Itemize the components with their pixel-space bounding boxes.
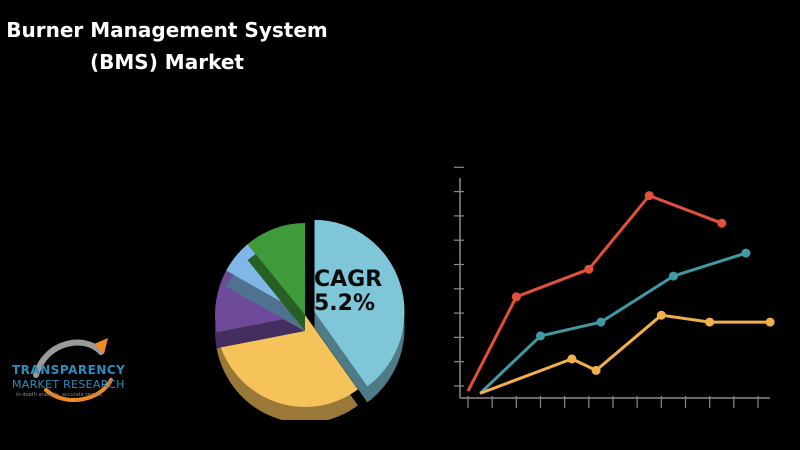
- cagr-label: CAGR: [314, 267, 383, 292]
- line-chart: [454, 166, 775, 408]
- company-logo: TRANSPARENCY MARKET RESEARCH in-depth an…: [6, 330, 146, 410]
- logo-name-line-2: MARKET RESEARCH: [12, 378, 125, 391]
- cagr-value: 5.2%: [314, 291, 376, 316]
- cagr-label-group: CAGR 5.2%: [314, 268, 382, 316]
- series-line-2: [479, 313, 771, 395]
- title-line-1: Burner Management System: [6, 18, 328, 42]
- series-2-point: [567, 354, 577, 364]
- series-1-point: [741, 248, 751, 258]
- page-title: Burner Management System (BMS) Market: [0, 14, 334, 78]
- series-2-point: [656, 310, 666, 320]
- series-1-point: [596, 317, 606, 327]
- series-2-point: [591, 365, 601, 375]
- series-1-point: [536, 331, 545, 341]
- series-0-point: [644, 191, 654, 201]
- series-0-point: [584, 264, 594, 274]
- series-0-point: [511, 292, 521, 302]
- series-0-point: [717, 218, 727, 228]
- series-2-point: [705, 317, 715, 327]
- pie-slice-4: [247, 223, 305, 315]
- title-line-2: (BMS) Market: [90, 50, 244, 74]
- logo-name-line-1: TRANSPARENCY: [12, 363, 126, 377]
- logo-tagline: in-depth analysis, accurate results: [16, 392, 103, 398]
- series-line-0: [466, 194, 723, 392]
- series-2-point: [765, 317, 775, 327]
- pie-chart: [215, 219, 405, 420]
- series-1-point: [668, 271, 678, 281]
- pie-slice-0: [314, 219, 405, 387]
- logo-swoosh-icon: [33, 338, 113, 403]
